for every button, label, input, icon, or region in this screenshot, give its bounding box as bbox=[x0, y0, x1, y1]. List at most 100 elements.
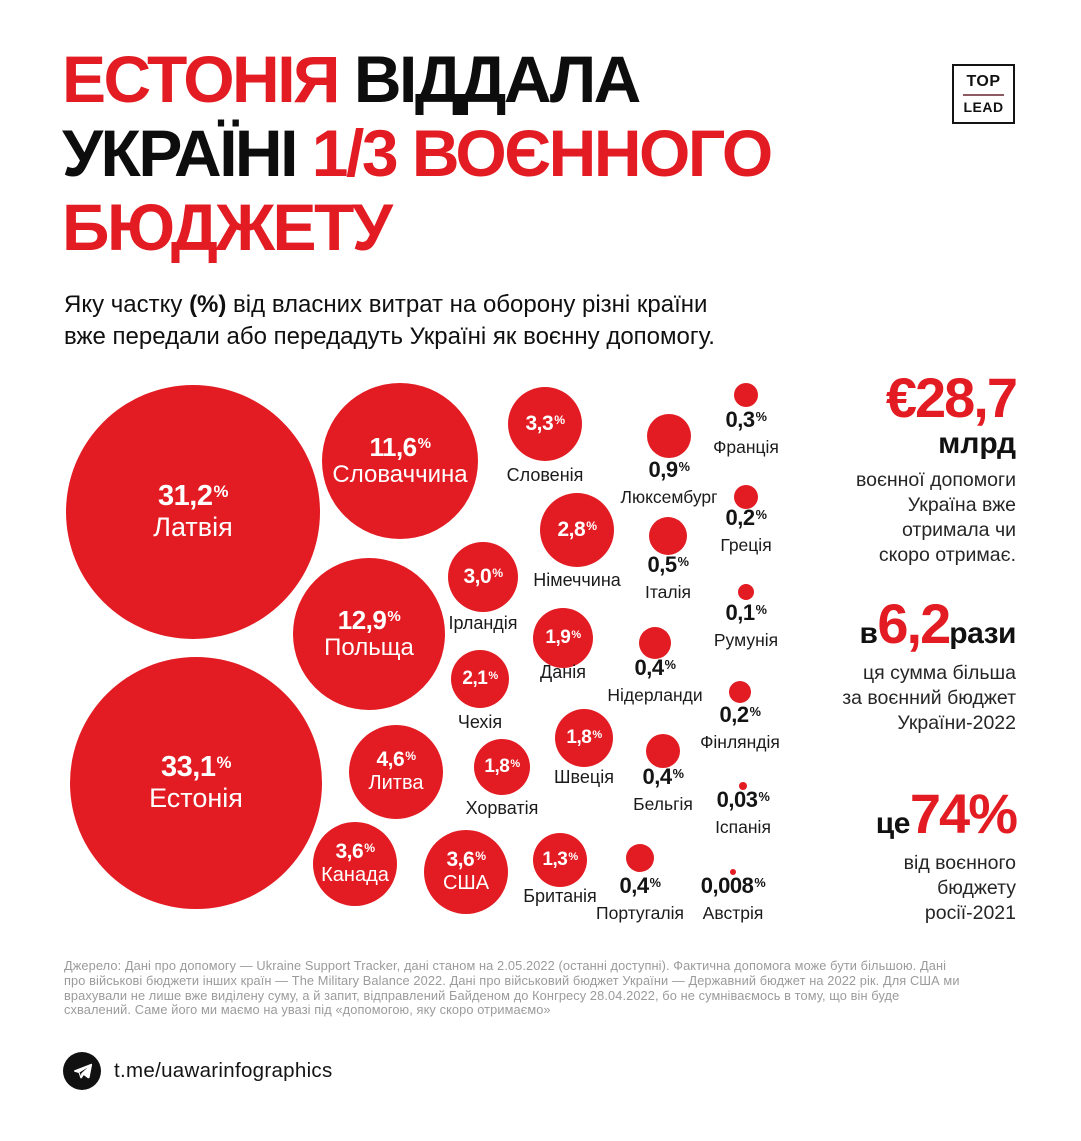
stat-total-aid: €28,7 млрд воєнної допомоги Україна вже … bbox=[756, 366, 1018, 568]
bubble-value: 1,9% bbox=[545, 627, 581, 649]
percent-sign: % bbox=[592, 728, 602, 741]
bubble-Латвія: 31,2% Латвія bbox=[66, 385, 320, 639]
bubble-Австрія bbox=[730, 869, 736, 875]
stat-total-aid-caption: воєнної допомоги Україна вже отримала чи… bbox=[855, 469, 1016, 566]
bubble-label-Бельгія: 0,4% Бельгія bbox=[633, 766, 693, 814]
stat-russia-budget-number: це74% bbox=[875, 782, 1018, 845]
bubble-name: Люксембург bbox=[620, 487, 718, 507]
telegram-icon bbox=[63, 1052, 101, 1090]
title-line2-red: 1/3 ВОЄННОГО bbox=[311, 116, 773, 190]
stat-times-budget: в6,2рази ця сумма більша за воєнний бюдж… bbox=[756, 596, 1016, 736]
bubble-label-Словенія: Словенія bbox=[506, 465, 584, 485]
bubble-label-Ірландія: Ірландія bbox=[448, 613, 518, 633]
title-line2-black: УКРАЇНІ bbox=[62, 116, 312, 190]
bubble-name: Португалія bbox=[596, 903, 684, 923]
bubble-value: 3,6% bbox=[446, 848, 486, 872]
bubble-value: 0,9% bbox=[648, 457, 690, 482]
bubble-value: 0,008% bbox=[700, 873, 766, 898]
bubble-США: 3,6% США bbox=[424, 830, 508, 914]
bubble-name: Естонія bbox=[149, 782, 243, 813]
percent-sign: % bbox=[387, 608, 401, 626]
bubble-label-Італія: 0,5% Італія bbox=[645, 553, 691, 602]
bubble-value: 2,8% bbox=[557, 517, 597, 541]
bubble-label-Франція: 0,3% Франція bbox=[713, 408, 779, 457]
bubble-Італія bbox=[649, 517, 687, 555]
bubble-value: 0,2% bbox=[719, 702, 761, 727]
subtitle-line2: вже передали або передадуть Україні як в… bbox=[64, 323, 715, 350]
bubble-value: 33,1% bbox=[161, 751, 232, 784]
bubble-Данія: 1,9% bbox=[533, 608, 593, 668]
percent-sign: % bbox=[568, 850, 578, 863]
toplead-logo-lead: LEAD bbox=[963, 99, 1004, 115]
percent-sign: % bbox=[586, 518, 597, 533]
stat-times-budget-caption: ця сумма більша за воєнний бюджет Україн… bbox=[842, 662, 1016, 734]
percent-sign: % bbox=[571, 628, 581, 641]
bubble-name: Греція bbox=[720, 535, 772, 555]
bubble-label-Хорватія: Хорватія bbox=[465, 798, 539, 818]
percent-sign: % bbox=[417, 435, 431, 453]
page-title: ЕСТОНІЯ ВІДДАЛА УКРАЇНІ 1/3 ВОЄННОГО БЮД… bbox=[62, 42, 773, 264]
bubble-Чехія: 2,1% bbox=[451, 650, 509, 708]
bubble-name: Литва bbox=[368, 771, 424, 794]
title-line-2: УКРАЇНІ 1/3 ВОЄННОГО bbox=[62, 116, 773, 190]
bubble-Бельгія bbox=[646, 734, 680, 768]
percent-sign: % bbox=[216, 752, 232, 772]
telegram-link-row[interactable]: t.me/uawarinfographics bbox=[63, 1052, 333, 1090]
bubble-value: 0,03% bbox=[716, 787, 770, 812]
percent-sign: % bbox=[649, 874, 661, 890]
bubble-value: 1,8% bbox=[566, 727, 602, 749]
bubble-value: 2,1% bbox=[462, 668, 498, 690]
percent-sign: % bbox=[488, 669, 498, 682]
percent-sign: % bbox=[364, 841, 375, 856]
bubble-Литва: 4,6% Литва bbox=[349, 725, 443, 819]
percent-sign: % bbox=[755, 408, 767, 424]
bubble-label-Німеччина: Німеччина bbox=[533, 570, 621, 590]
percent-sign: % bbox=[677, 553, 689, 569]
bubble-label-Австрія: 0,008% Австрія bbox=[700, 873, 766, 923]
bubble-Фінляндія bbox=[729, 681, 751, 703]
bubble-name: Італія bbox=[645, 582, 691, 602]
percent-sign: % bbox=[492, 565, 503, 580]
bubble-Британія: 1,3% bbox=[533, 833, 587, 887]
percent-sign: % bbox=[213, 481, 229, 501]
title-line1-black: ВІДДАЛА bbox=[338, 42, 641, 116]
title-line-3: БЮДЖЕТУ bbox=[62, 190, 771, 264]
bubble-label-Швеція: Швеція bbox=[554, 767, 614, 787]
stat-times-budget-number: в6,2рази bbox=[859, 592, 1016, 655]
bubble-Іспанія bbox=[739, 782, 747, 790]
subtitle-text: Яку частку bbox=[64, 291, 190, 318]
bubble-name: Бельгія bbox=[633, 794, 693, 814]
bubble-Словаччина: 11,6% Словаччина bbox=[322, 383, 478, 539]
bubble-value: 3,6% bbox=[335, 840, 375, 864]
bubble-Хорватія: 1,8% bbox=[474, 739, 530, 795]
stat-russia-budget: це74% від воєнного бюджету росії-2021 bbox=[756, 782, 1018, 926]
bubble-value: 1,3% bbox=[542, 849, 578, 871]
bubble-value: 11,6% bbox=[369, 431, 431, 462]
bubble-Естонія: 33,1% Естонія bbox=[70, 657, 322, 909]
bubble-name: Польща bbox=[324, 633, 414, 661]
bubble-Франція bbox=[734, 383, 758, 407]
percent-sign: % bbox=[754, 874, 766, 890]
bubble-value: 12,9% bbox=[337, 604, 401, 635]
bubble-name: Франція bbox=[713, 437, 779, 457]
percent-sign: % bbox=[755, 506, 767, 522]
stat-total-aid-number: €28,7 bbox=[885, 366, 1018, 429]
stat-total-aid-unit: млрд bbox=[938, 427, 1016, 460]
bubble-Німеччина: 2,8% bbox=[540, 493, 614, 567]
bubble-label-Данія: Данія bbox=[540, 662, 586, 682]
bubble-Греція bbox=[734, 485, 758, 509]
bubble-name: Австрія bbox=[702, 903, 764, 923]
bubble-name: Латвія bbox=[153, 511, 233, 542]
subtitle-bold-percent: (%) bbox=[189, 291, 227, 318]
bubble-value: 4,6% bbox=[376, 748, 416, 772]
bubble-name: Словаччина bbox=[332, 460, 468, 488]
bubble-label-Люксембург: 0,9% Люксембург bbox=[620, 457, 718, 507]
title-line3-red: БЮДЖЕТУ bbox=[62, 190, 393, 264]
toplead-logo: TOP LEAD bbox=[952, 64, 1015, 124]
telegram-handle[interactable]: t.me/uawarinfographics bbox=[114, 1059, 333, 1082]
bubble-name: США bbox=[442, 871, 490, 894]
percent-sign: % bbox=[758, 788, 770, 804]
bubble-value: 0,4% bbox=[619, 873, 661, 898]
